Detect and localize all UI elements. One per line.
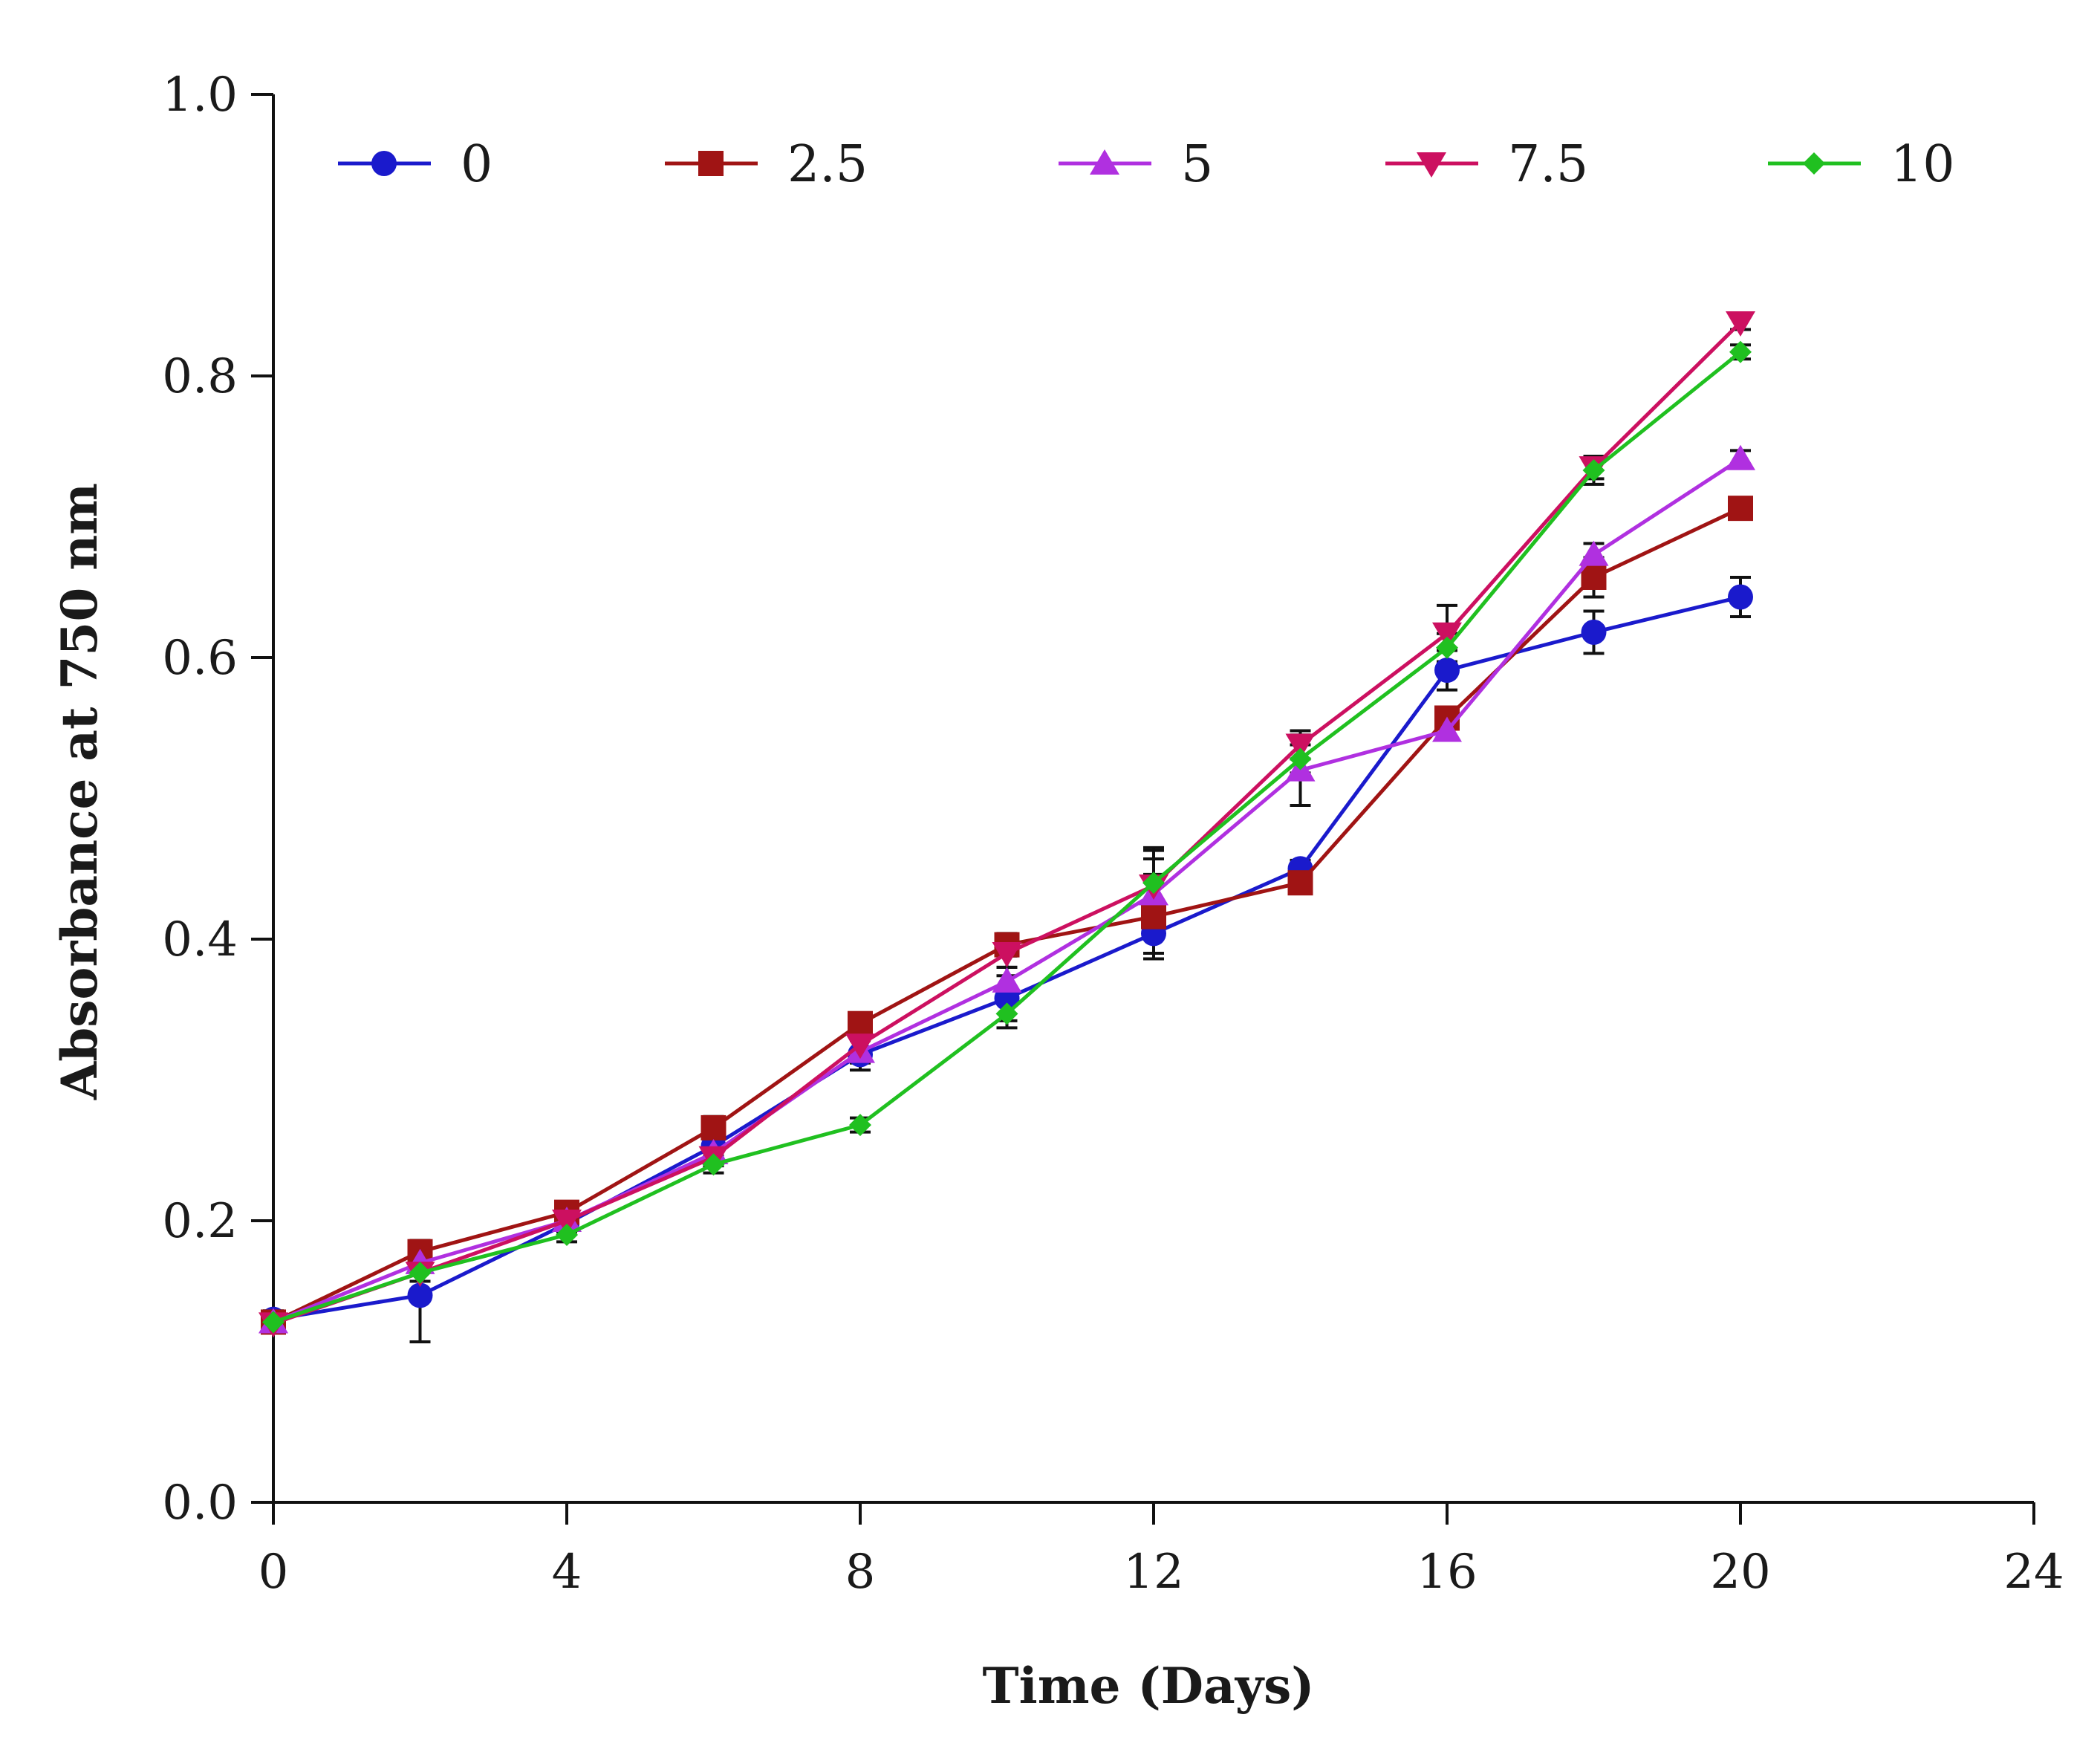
data-point-2-5	[1141, 903, 1166, 929]
x-tick-label: 0	[259, 1545, 289, 1600]
y-tick-label: 0.2	[162, 1194, 238, 1249]
data-point-10	[262, 1311, 285, 1334]
legend-label: 10	[1891, 135, 1955, 194]
legend-marker	[698, 151, 724, 176]
legend: 0 2.5 5 7.5 10	[338, 135, 1955, 194]
data-point-10	[1582, 458, 1605, 481]
y-tick-label: 0.6	[162, 631, 238, 686]
data-point-0	[1581, 619, 1607, 645]
legend-item-2-5: 2.5	[665, 135, 868, 194]
series-line-7-5	[273, 321, 1742, 1325]
data-point-2-5	[700, 1114, 726, 1140]
series-line-10	[273, 350, 1742, 1324]
series-line-5	[273, 457, 1742, 1324]
data-point-10	[995, 1002, 1018, 1025]
data-point-7-5	[552, 1210, 582, 1235]
data-point-7-5	[1432, 622, 1462, 648]
legend-label: 2.5	[787, 135, 868, 194]
legend-marker	[1417, 152, 1446, 178]
y-tick-label: 0.4	[162, 912, 238, 967]
legend-label: 7.5	[1508, 135, 1588, 194]
legend-label: 0	[461, 135, 493, 194]
data-point-2-5	[1728, 496, 1753, 522]
series-5	[259, 444, 1755, 1334]
data-point-10	[556, 1223, 578, 1246]
data-point-5	[1432, 716, 1462, 742]
data-point-10	[409, 1262, 432, 1285]
data-point-7-5	[1285, 733, 1316, 759]
series-layer	[259, 311, 1755, 1343]
x-tick-label: 8	[845, 1545, 876, 1600]
series-10	[262, 340, 1752, 1334]
data-point-2-5	[1287, 870, 1313, 896]
series-line-2-5	[272, 506, 1742, 1324]
data-point-10	[1729, 340, 1752, 363]
data-point-10	[1289, 747, 1312, 770]
x-tick-label: 24	[2003, 1545, 2064, 1600]
legend-item-10: 10	[1768, 135, 1955, 194]
legend-item-7-5: 7.5	[1385, 135, 1588, 194]
y-tick-label: 0.8	[162, 349, 238, 404]
legend-item-0: 0	[338, 135, 493, 194]
data-point-10	[1142, 872, 1165, 895]
data-point-5	[1726, 444, 1755, 470]
data-point-7-5	[992, 941, 1022, 967]
x-tick-label: 20	[1710, 1545, 1770, 1600]
data-point-10	[702, 1153, 725, 1176]
data-point-7-5	[845, 1034, 875, 1060]
data-point-2-5	[1581, 564, 1607, 590]
y-tick-label: 0.0	[162, 1476, 238, 1531]
legend-marker	[1803, 152, 1825, 175]
error-bars	[263, 314, 1751, 1343]
legend-item-5: 5	[1059, 135, 1213, 194]
legend-marker	[371, 151, 397, 176]
x-tick-label: 4	[552, 1545, 582, 1600]
data-point-0	[1434, 658, 1460, 684]
data-point-10	[849, 1114, 871, 1137]
y-tick-label: 1.0	[162, 68, 238, 123]
data-point-10	[1436, 636, 1458, 659]
x-tick-label: 12	[1123, 1545, 1183, 1600]
legend-marker	[1090, 149, 1119, 175]
data-point-2-5	[848, 1010, 873, 1036]
legend-label: 5	[1181, 135, 1213, 194]
data-point-5	[992, 967, 1022, 993]
data-point-0	[1728, 584, 1753, 610]
data-point-0	[407, 1282, 433, 1308]
x-axis-title: Time (Days)	[983, 1657, 1315, 1715]
series-2-5	[261, 496, 1753, 1335]
data-point-7-5	[1726, 311, 1755, 337]
data-point-5	[1579, 540, 1609, 566]
series-7-5	[259, 311, 1755, 1338]
axes: 0 4 8 12 16 20 24 0.0 0.2 0.4 0.6 0.8 1.0	[162, 68, 2064, 1600]
x-tick-label: 16	[1417, 1545, 1477, 1600]
y-axis-title: Absorbance at 750 nm	[51, 483, 108, 1100]
